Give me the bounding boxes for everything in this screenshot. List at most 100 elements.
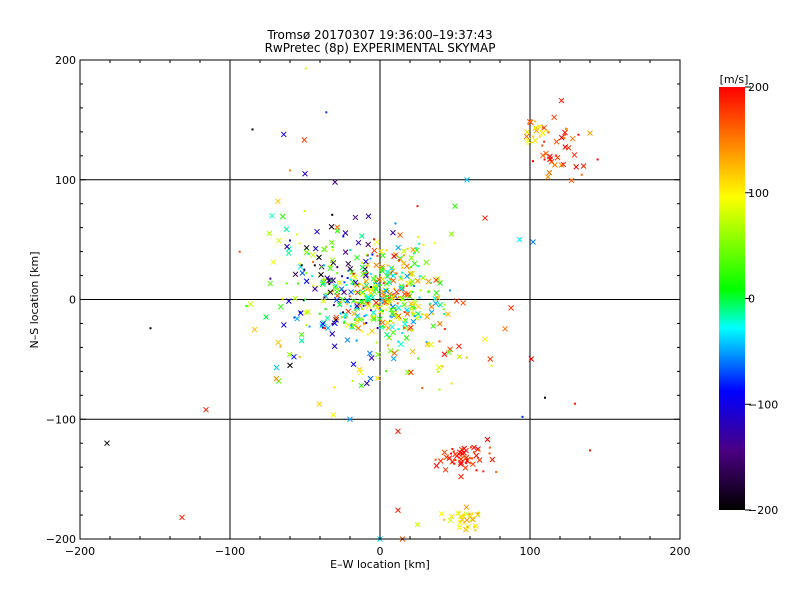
data-point-dot — [340, 316, 343, 319]
colorbar-ticks: 200 100 0 −100 −200 — [745, 81, 778, 517]
data-point-cross — [365, 261, 371, 268]
data-point-stroke — [371, 247, 378, 254]
data-point-stroke — [333, 314, 340, 321]
data-point-stroke — [562, 129, 568, 136]
data-point-dot — [351, 380, 354, 383]
data-point-stroke — [330, 259, 337, 266]
data-point-cross — [580, 163, 587, 169]
data-point-cross — [280, 131, 287, 138]
data-point-dot — [342, 311, 345, 314]
data-point-stroke — [326, 277, 332, 284]
data-point-dot — [469, 446, 472, 449]
data-point-dot — [285, 282, 288, 285]
data-point-dot — [341, 275, 344, 278]
data-point-cross — [330, 277, 336, 284]
data-point-cross — [543, 150, 549, 157]
data-point-stroke — [285, 298, 292, 304]
data-point-stroke — [482, 336, 488, 343]
data-point-stroke — [251, 326, 258, 333]
data-point-dot — [281, 297, 284, 300]
data-point-cross — [379, 319, 386, 326]
data-point-dot — [443, 518, 446, 521]
data-point-cross — [301, 137, 308, 143]
data-point-cross — [409, 348, 416, 355]
data-point-dot — [361, 302, 364, 305]
x-tick-label: −200 — [65, 545, 95, 558]
data-point-stroke — [330, 277, 336, 284]
data-point-cross — [352, 274, 358, 280]
data-point-stroke — [456, 524, 463, 531]
data-point-dot — [419, 289, 422, 292]
data-point-cross — [472, 523, 479, 529]
data-point-cross — [365, 241, 372, 248]
data-point-cross — [376, 316, 383, 322]
data-point-cross — [367, 350, 373, 357]
data-point-cross — [348, 289, 354, 295]
data-point-cross — [407, 324, 414, 331]
data-point-cross — [433, 462, 440, 469]
data-point-stroke — [474, 511, 481, 518]
x-axis-ticks: −200 −100 0 100 200 — [65, 60, 691, 558]
data-point-stroke — [562, 144, 569, 150]
data-point-cross — [369, 294, 376, 301]
data-point-dot — [401, 266, 404, 269]
data-point-cross — [546, 169, 553, 176]
colorbar-label: [m/s] — [720, 73, 749, 86]
data-point-cross — [325, 325, 331, 331]
data-point-dot — [419, 316, 422, 319]
data-point-cross — [359, 289, 366, 296]
data-point-dot — [356, 301, 359, 304]
data-point-cross — [487, 356, 494, 362]
data-point-dot — [526, 142, 529, 145]
data-point-cross — [554, 154, 561, 161]
data-point-dot — [451, 447, 454, 450]
data-point-dot — [410, 266, 413, 269]
data-point-dot — [389, 315, 392, 318]
data-point-stroke — [332, 283, 339, 289]
data-point-stroke — [347, 416, 353, 423]
data-point-cross — [370, 276, 377, 282]
data-point-stroke — [516, 236, 523, 243]
data-point-dot — [279, 345, 282, 348]
data-point-stroke — [321, 246, 327, 253]
data-point-stroke — [356, 366, 363, 373]
data-point-stroke — [362, 266, 368, 273]
data-point-stroke — [524, 137, 531, 144]
data-point-dot — [331, 322, 334, 325]
data-point-dot — [357, 301, 360, 304]
data-point-stroke — [356, 316, 363, 323]
data-point-dot — [349, 305, 352, 308]
data-point-cross — [386, 279, 393, 286]
data-point-cross — [338, 286, 345, 292]
data-point-cross — [547, 156, 553, 163]
data-point-cross — [362, 272, 369, 279]
data-point-dot — [269, 277, 272, 280]
data-point-dot — [305, 323, 308, 326]
data-point-dot — [468, 512, 471, 515]
data-point-stroke — [470, 461, 476, 468]
data-point-stroke — [400, 248, 407, 254]
data-point-dot — [441, 365, 444, 368]
data-point-cross — [438, 510, 445, 517]
data-point-dot — [318, 273, 321, 276]
data-point-cross — [352, 214, 359, 221]
data-point-dot — [418, 275, 421, 278]
data-point-stroke — [376, 316, 383, 322]
data-point-stroke — [433, 277, 439, 283]
data-point-dot — [400, 277, 403, 280]
data-point-stroke — [437, 458, 444, 464]
data-point-stroke — [331, 343, 338, 350]
data-point-cross — [350, 361, 357, 368]
data-point-stroke — [247, 301, 254, 307]
data-point-cross — [292, 295, 299, 302]
data-point-cross — [342, 230, 349, 236]
data-point-cross — [316, 254, 322, 261]
data-point-dot — [410, 284, 413, 287]
data-point-cross — [357, 369, 364, 376]
data-point-dot — [365, 253, 368, 256]
data-point-cross — [484, 436, 491, 443]
data-point-stroke — [385, 325, 392, 331]
data-point-cross — [332, 179, 338, 185]
data-point-dot — [318, 312, 321, 315]
y-tick-label: 100 — [55, 174, 76, 187]
